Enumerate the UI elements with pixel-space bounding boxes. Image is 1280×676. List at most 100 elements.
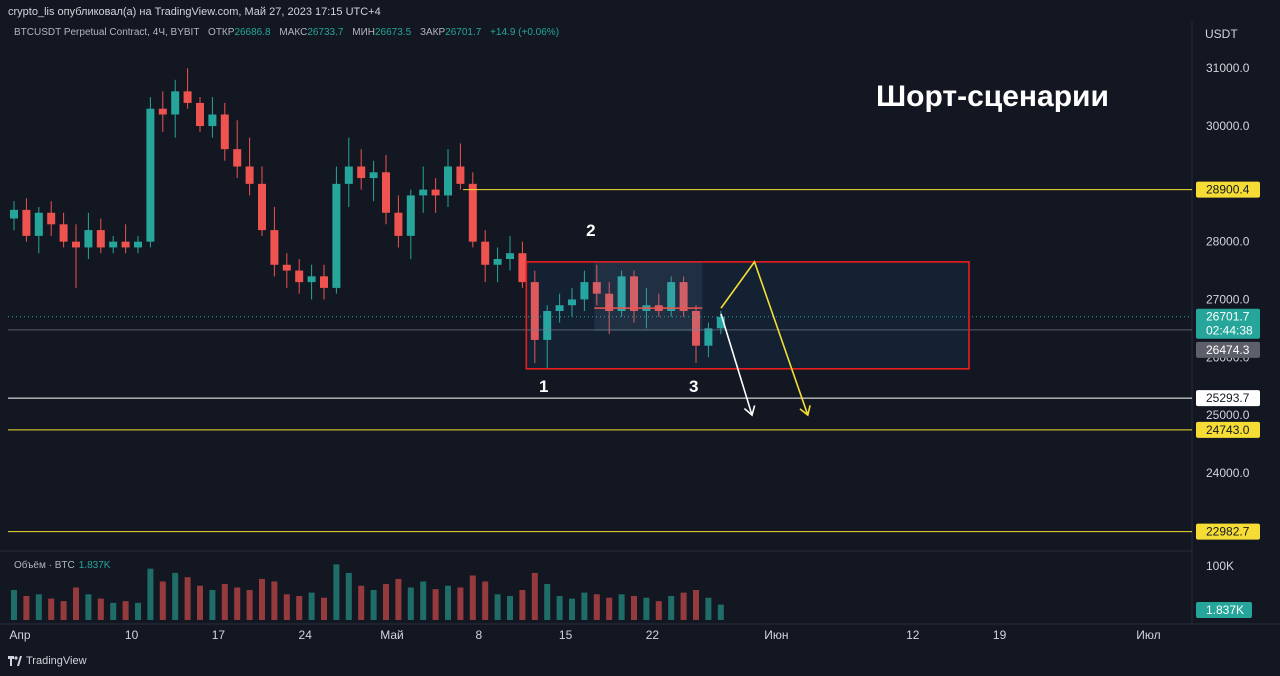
level-lines	[8, 189, 1192, 533]
level-tag-label: 24743.0	[1206, 423, 1250, 437]
volume-bar	[333, 564, 340, 620]
volume-bar	[717, 604, 724, 620]
volume-bar	[457, 587, 464, 620]
volume-bar	[23, 596, 30, 620]
candle-body	[468, 183, 477, 242]
volume-bar	[407, 587, 414, 620]
candle-body	[183, 91, 192, 103]
candle-body	[171, 91, 180, 115]
volume-bar	[507, 596, 513, 620]
change-value: +14.9 (+0.06%)	[490, 27, 560, 38]
low-label: МИН	[352, 27, 375, 38]
scenario-arrowhead-yellow	[799, 405, 811, 417]
candle-body	[692, 311, 700, 346]
volume-bar	[370, 590, 377, 620]
candle-body	[592, 282, 601, 294]
volume-bar	[668, 596, 675, 620]
candle-body	[605, 293, 614, 312]
volume-bar	[259, 578, 265, 620]
point-label-1: 1	[539, 377, 548, 396]
volume-bar	[569, 598, 575, 620]
candle-body	[270, 230, 279, 265]
volume-bar	[643, 597, 650, 620]
point-label-2: 2	[586, 221, 595, 240]
candle-body	[121, 241, 130, 248]
candle-body	[282, 264, 291, 271]
volume-bar	[383, 584, 389, 620]
candle-body	[332, 183, 341, 288]
time-axis: Апр 10 17 24 Май 8 15 22 Июн 12 19 Июл	[9, 628, 1160, 642]
volume-bar	[482, 581, 489, 620]
candle-body	[543, 311, 552, 340]
close-label: ЗАКР	[419, 27, 446, 38]
candle-body	[72, 241, 80, 248]
x-tick-label: Апр	[9, 628, 31, 642]
candle-body	[382, 172, 390, 213]
candle-body	[530, 282, 539, 340]
point-label-3: 3	[689, 377, 698, 396]
volume-bar	[494, 594, 501, 620]
volume-axis-label: 100K	[1206, 559, 1234, 573]
candle-body	[555, 305, 564, 312]
currency-label: USDT	[1205, 27, 1238, 41]
volume-bar	[11, 590, 17, 620]
volume-bar	[556, 596, 563, 620]
range-box	[525, 261, 970, 370]
volume-bar	[97, 598, 104, 620]
volume-label: Объём · BTC	[14, 560, 75, 571]
x-tick-label: 19	[993, 628, 1007, 642]
level-tag-label: 22982.7	[1206, 525, 1250, 539]
candle-body	[84, 230, 93, 248]
scenario-arrowhead-white	[743, 405, 756, 417]
x-tick-label: 15	[559, 628, 573, 642]
candle-body	[444, 166, 452, 196]
footer: TradingView	[8, 655, 87, 667]
volume-bar	[135, 602, 141, 620]
range-rectangle	[525, 261, 970, 370]
volume-bar	[197, 585, 203, 620]
volume-bar	[519, 590, 526, 620]
y-tick-label: 25000.0	[1206, 408, 1250, 422]
volume-bar	[321, 597, 327, 620]
last-price-countdown: 02:44:38	[1206, 324, 1253, 338]
candle-body	[456, 166, 465, 184]
candle-body	[394, 212, 403, 236]
volume-bar	[680, 592, 687, 620]
candle-body	[506, 253, 514, 259]
candle-body	[307, 276, 316, 283]
volume-bar	[85, 594, 92, 620]
volume-bar	[308, 592, 315, 620]
point-labels: 1 2 3	[539, 221, 699, 396]
volume-bar	[48, 598, 55, 620]
level-tag-label: 28900.4	[1206, 183, 1250, 197]
candle-body	[233, 149, 242, 167]
y-tick-label: 28000.0	[1206, 235, 1250, 249]
scenario-path-white	[720, 313, 753, 416]
volume-bar	[705, 597, 712, 620]
published-header: crypto_lis опубликовал(а) на TradingView…	[0, 0, 1280, 24]
y-tick-label: 30000.0	[1206, 119, 1250, 133]
volume-bar	[432, 589, 439, 620]
volume-bar	[345, 572, 352, 620]
candles	[10, 68, 725, 369]
volume-bars	[11, 564, 724, 620]
chart-title: Шорт-сценарии	[876, 80, 1109, 113]
last-price-value: 26701.7	[1206, 310, 1250, 324]
candle-body	[59, 224, 68, 242]
y-tick-label: 27000.0	[1206, 292, 1250, 306]
scenario-path-yellow	[720, 260, 809, 416]
candle-body	[716, 316, 725, 329]
candle-body	[568, 299, 576, 306]
volume-bar	[531, 572, 538, 620]
x-tick-label: Июл	[1136, 628, 1160, 642]
candle-body	[22, 209, 31, 236]
volume-bar	[618, 594, 625, 620]
grey-price-value: 26474.3	[1206, 343, 1250, 357]
candle-body	[419, 189, 428, 196]
candle-body	[208, 114, 217, 127]
symbol-name[interactable]: BTCUSDT Perpetual Contract, 4Ч, BYBIT	[14, 27, 200, 38]
candle-body	[431, 189, 440, 196]
volume-bar	[395, 578, 402, 620]
candle-body	[158, 108, 167, 115]
